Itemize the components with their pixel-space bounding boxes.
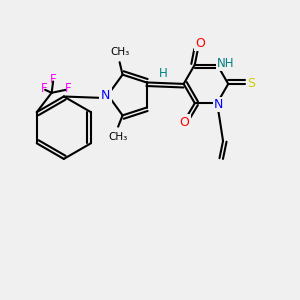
Text: F: F <box>65 82 71 95</box>
Text: S: S <box>247 77 255 90</box>
Text: O: O <box>195 37 205 50</box>
Text: N: N <box>101 88 110 101</box>
Text: NH: NH <box>217 57 235 70</box>
Text: CH₃: CH₃ <box>110 47 129 57</box>
Text: CH₃: CH₃ <box>109 132 128 142</box>
Text: F: F <box>50 73 56 86</box>
Text: F: F <box>41 82 47 95</box>
Text: O: O <box>179 116 189 129</box>
Text: H: H <box>159 67 168 80</box>
Text: N: N <box>214 98 223 111</box>
